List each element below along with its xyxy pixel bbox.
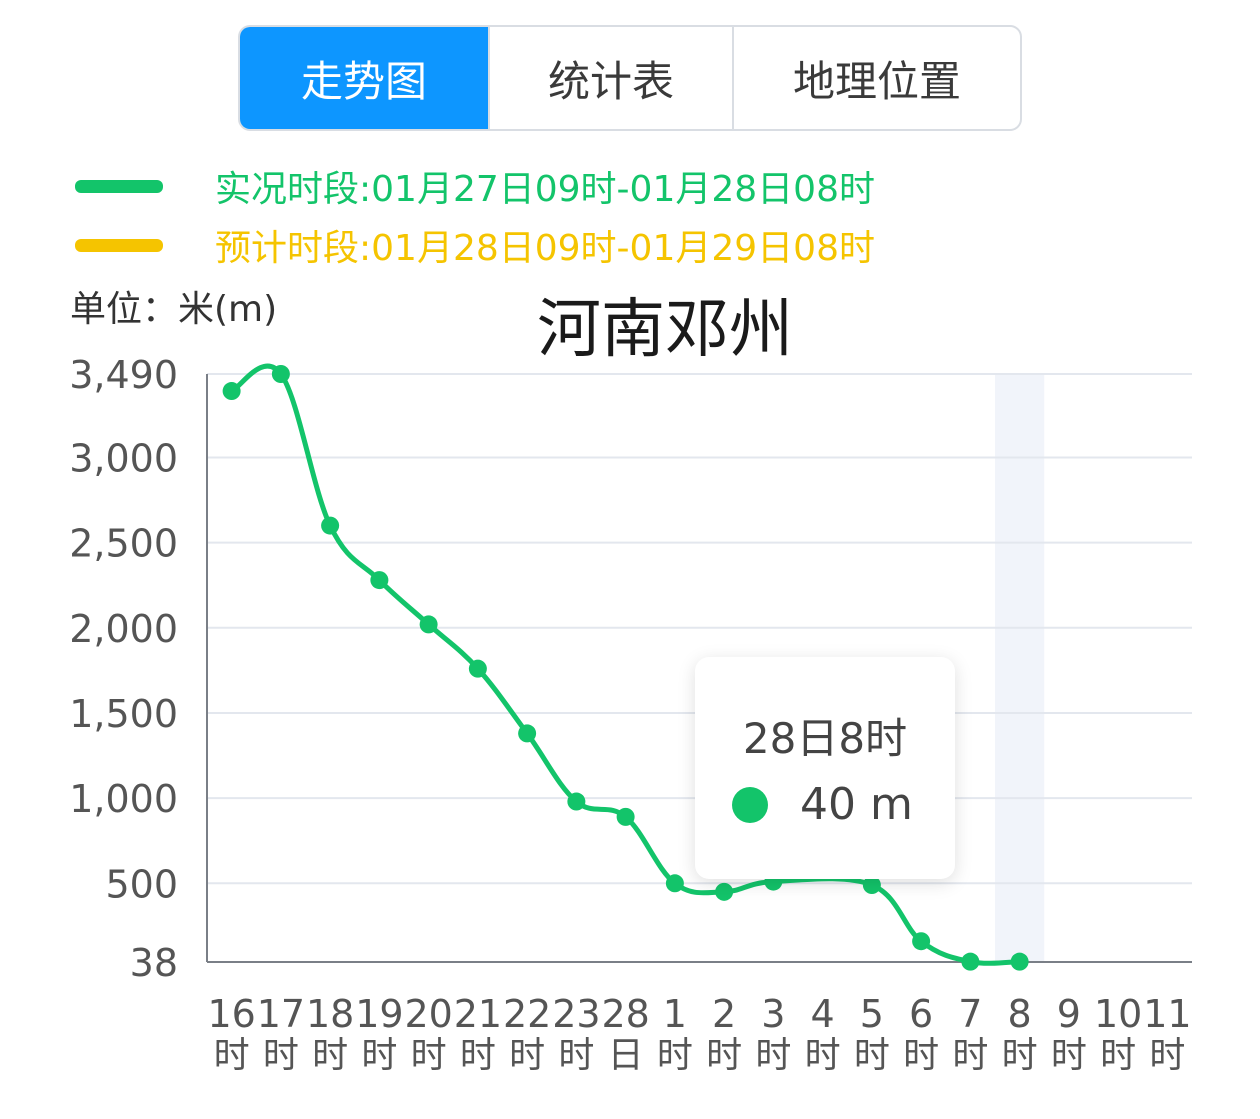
y-tick-label: 500 [105, 862, 178, 906]
x-tick-label: 6 [909, 992, 933, 1036]
x-tick-label-unit: 时 [509, 1035, 545, 1076]
data-tooltip: 28日8时 40 m [695, 657, 955, 879]
x-tick-label: 18 [306, 992, 354, 1036]
x-tick-label: 9 [1057, 992, 1081, 1036]
x-tick-label: 20 [404, 992, 452, 1036]
y-tick-label: 1,000 [69, 777, 178, 821]
x-tick-label: 1 [663, 992, 687, 1036]
data-point [370, 571, 389, 590]
y-tick-label: 3,490 [69, 353, 178, 397]
data-point [321, 516, 340, 535]
legend-observed-label: 实况时段:01月27日09时-01月28日08时 [215, 169, 875, 210]
x-tick-label: 28 [601, 992, 649, 1036]
y-tick-label: 38 [130, 941, 178, 985]
x-tick-label-unit: 时 [312, 1035, 348, 1076]
x-tick-label: 3 [761, 992, 785, 1036]
legend-forecast-swatch [75, 238, 163, 252]
x-tick-label-unit: 时 [214, 1035, 250, 1076]
x-tick-label: 23 [552, 992, 600, 1036]
chart-title: 河南邓州 [537, 293, 793, 367]
x-tick-label-unit: 时 [903, 1035, 939, 1076]
x-tick-label: 8 [1008, 992, 1032, 1036]
x-tick-label-unit: 时 [361, 1035, 397, 1076]
unit-label: 单位：米(m) [70, 289, 278, 330]
data-point [518, 724, 537, 743]
tooltip-time: 28日8时 [742, 714, 908, 763]
x-tick-label-unit: 时 [460, 1035, 496, 1076]
x-tick-label: 22 [503, 992, 551, 1036]
x-tick-label-unit: 时 [706, 1035, 742, 1076]
tab-statistics[interactable]: 统计表 [488, 27, 732, 129]
data-point [862, 876, 881, 895]
x-tick-label-unit: 时 [1100, 1035, 1136, 1076]
data-point [567, 792, 586, 811]
x-tick-label: 11 [1143, 992, 1191, 1036]
x-tick-label: 10 [1094, 992, 1142, 1036]
x-tick-label-unit: 时 [657, 1035, 693, 1076]
data-point [715, 882, 734, 901]
tab-trend[interactable]: 走势图 [240, 27, 488, 129]
x-tick-label-unit: 时 [1002, 1035, 1038, 1076]
legend-forecast: 预计时段:01月28日09时-01月29日08时 [75, 220, 875, 270]
x-tick-label-unit: 时 [805, 1035, 841, 1076]
tab-location[interactable]: 地理位置 [732, 27, 1020, 129]
data-point [961, 952, 980, 971]
y-tick-label: 1,500 [69, 692, 178, 736]
legend-forecast-label: 预计时段:01月28日09时-01月29日08时 [215, 228, 875, 269]
legend-observed: 实况时段:01月27日09时-01月28日08时 [75, 161, 875, 211]
tooltip-series-dot [732, 787, 768, 823]
tooltip-value: 40 m [800, 779, 913, 830]
legend-observed-swatch [75, 179, 163, 193]
x-tick-label-unit: 时 [1149, 1035, 1185, 1076]
x-tick-label-unit: 时 [558, 1035, 594, 1076]
x-tick-label: 2 [712, 992, 736, 1036]
x-tick-label-unit: 时 [263, 1035, 299, 1076]
x-tick-label: 5 [860, 992, 884, 1036]
x-tick-label: 17 [257, 992, 305, 1036]
x-tick-label-unit: 时 [854, 1035, 890, 1076]
view-tabs: 走势图 统计表 地理位置 [238, 25, 1022, 131]
x-tick-label-unit: 日 [608, 1035, 644, 1076]
x-tick-label: 16 [207, 992, 255, 1036]
x-tick-label-unit: 时 [411, 1035, 447, 1076]
x-tick-label: 4 [811, 992, 835, 1036]
data-point [912, 932, 931, 951]
y-tick-label: 2,500 [69, 522, 178, 566]
data-point [616, 807, 635, 826]
x-tick-label-unit: 时 [1051, 1035, 1087, 1076]
x-tick-label-unit: 时 [952, 1035, 988, 1076]
x-tick-label: 21 [454, 992, 502, 1036]
x-tick-label-unit: 时 [755, 1035, 791, 1076]
y-tick-label: 2,000 [69, 607, 178, 651]
data-point [468, 659, 487, 678]
data-point [271, 365, 290, 383]
x-tick-label: 7 [958, 992, 982, 1036]
y-tick-label: 3,000 [69, 436, 178, 480]
data-point [222, 382, 241, 401]
x-tick-label: 19 [355, 992, 403, 1036]
data-point [665, 874, 684, 893]
data-point [1010, 952, 1029, 971]
hover-highlight-band [995, 374, 1045, 962]
data-point [419, 615, 438, 634]
